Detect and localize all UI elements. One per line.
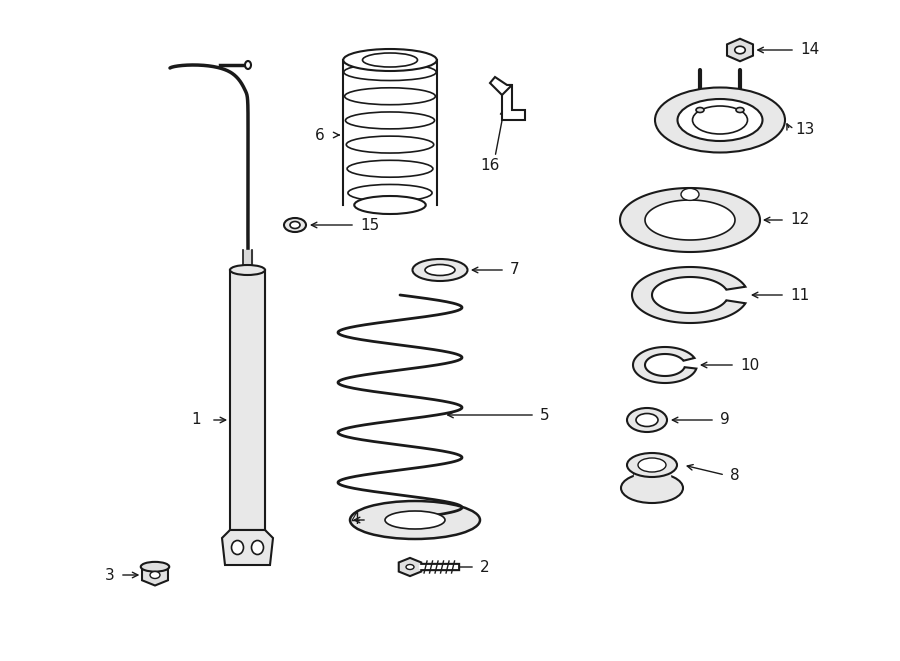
Text: 5: 5 — [540, 407, 550, 422]
Polygon shape — [142, 564, 168, 586]
Ellipse shape — [150, 572, 160, 578]
Text: 6: 6 — [315, 128, 325, 143]
Ellipse shape — [734, 46, 745, 54]
Ellipse shape — [245, 61, 251, 69]
Ellipse shape — [638, 458, 666, 472]
Ellipse shape — [343, 49, 436, 71]
Ellipse shape — [363, 53, 418, 67]
Ellipse shape — [406, 564, 414, 570]
Ellipse shape — [346, 136, 434, 153]
Ellipse shape — [678, 99, 762, 141]
Polygon shape — [633, 347, 697, 383]
Text: 13: 13 — [795, 122, 815, 137]
Text: 9: 9 — [720, 412, 730, 428]
Text: 4: 4 — [350, 512, 360, 527]
Ellipse shape — [348, 184, 432, 202]
Ellipse shape — [140, 562, 169, 572]
Polygon shape — [727, 39, 753, 61]
Ellipse shape — [736, 108, 744, 112]
Polygon shape — [222, 530, 273, 565]
Ellipse shape — [350, 501, 480, 539]
Ellipse shape — [627, 453, 677, 477]
Text: 12: 12 — [790, 212, 809, 227]
Text: 7: 7 — [510, 262, 519, 278]
Ellipse shape — [344, 63, 436, 81]
Ellipse shape — [346, 112, 435, 129]
Ellipse shape — [290, 221, 300, 229]
Ellipse shape — [655, 87, 785, 153]
Polygon shape — [632, 267, 745, 323]
Polygon shape — [399, 558, 421, 576]
Ellipse shape — [284, 218, 306, 232]
Text: 16: 16 — [481, 157, 500, 173]
Ellipse shape — [385, 511, 445, 529]
Polygon shape — [502, 85, 525, 120]
Text: 3: 3 — [105, 568, 115, 582]
Text: 2: 2 — [480, 559, 490, 574]
Ellipse shape — [681, 188, 699, 200]
Ellipse shape — [692, 106, 748, 134]
Polygon shape — [490, 77, 512, 95]
Ellipse shape — [636, 414, 658, 426]
Polygon shape — [620, 188, 760, 252]
Ellipse shape — [345, 88, 436, 104]
Text: 10: 10 — [740, 358, 760, 373]
Ellipse shape — [251, 541, 264, 555]
Ellipse shape — [347, 160, 433, 177]
Text: 11: 11 — [790, 288, 809, 303]
Ellipse shape — [627, 408, 667, 432]
Text: 1: 1 — [191, 412, 201, 428]
Ellipse shape — [412, 259, 467, 281]
Text: 15: 15 — [360, 217, 379, 233]
Text: 14: 14 — [800, 42, 819, 58]
Text: 8: 8 — [730, 467, 740, 483]
Ellipse shape — [230, 265, 265, 275]
Polygon shape — [645, 200, 735, 240]
Ellipse shape — [425, 264, 455, 276]
Ellipse shape — [696, 108, 704, 112]
Ellipse shape — [231, 541, 244, 555]
Ellipse shape — [355, 196, 426, 214]
Ellipse shape — [621, 473, 683, 503]
